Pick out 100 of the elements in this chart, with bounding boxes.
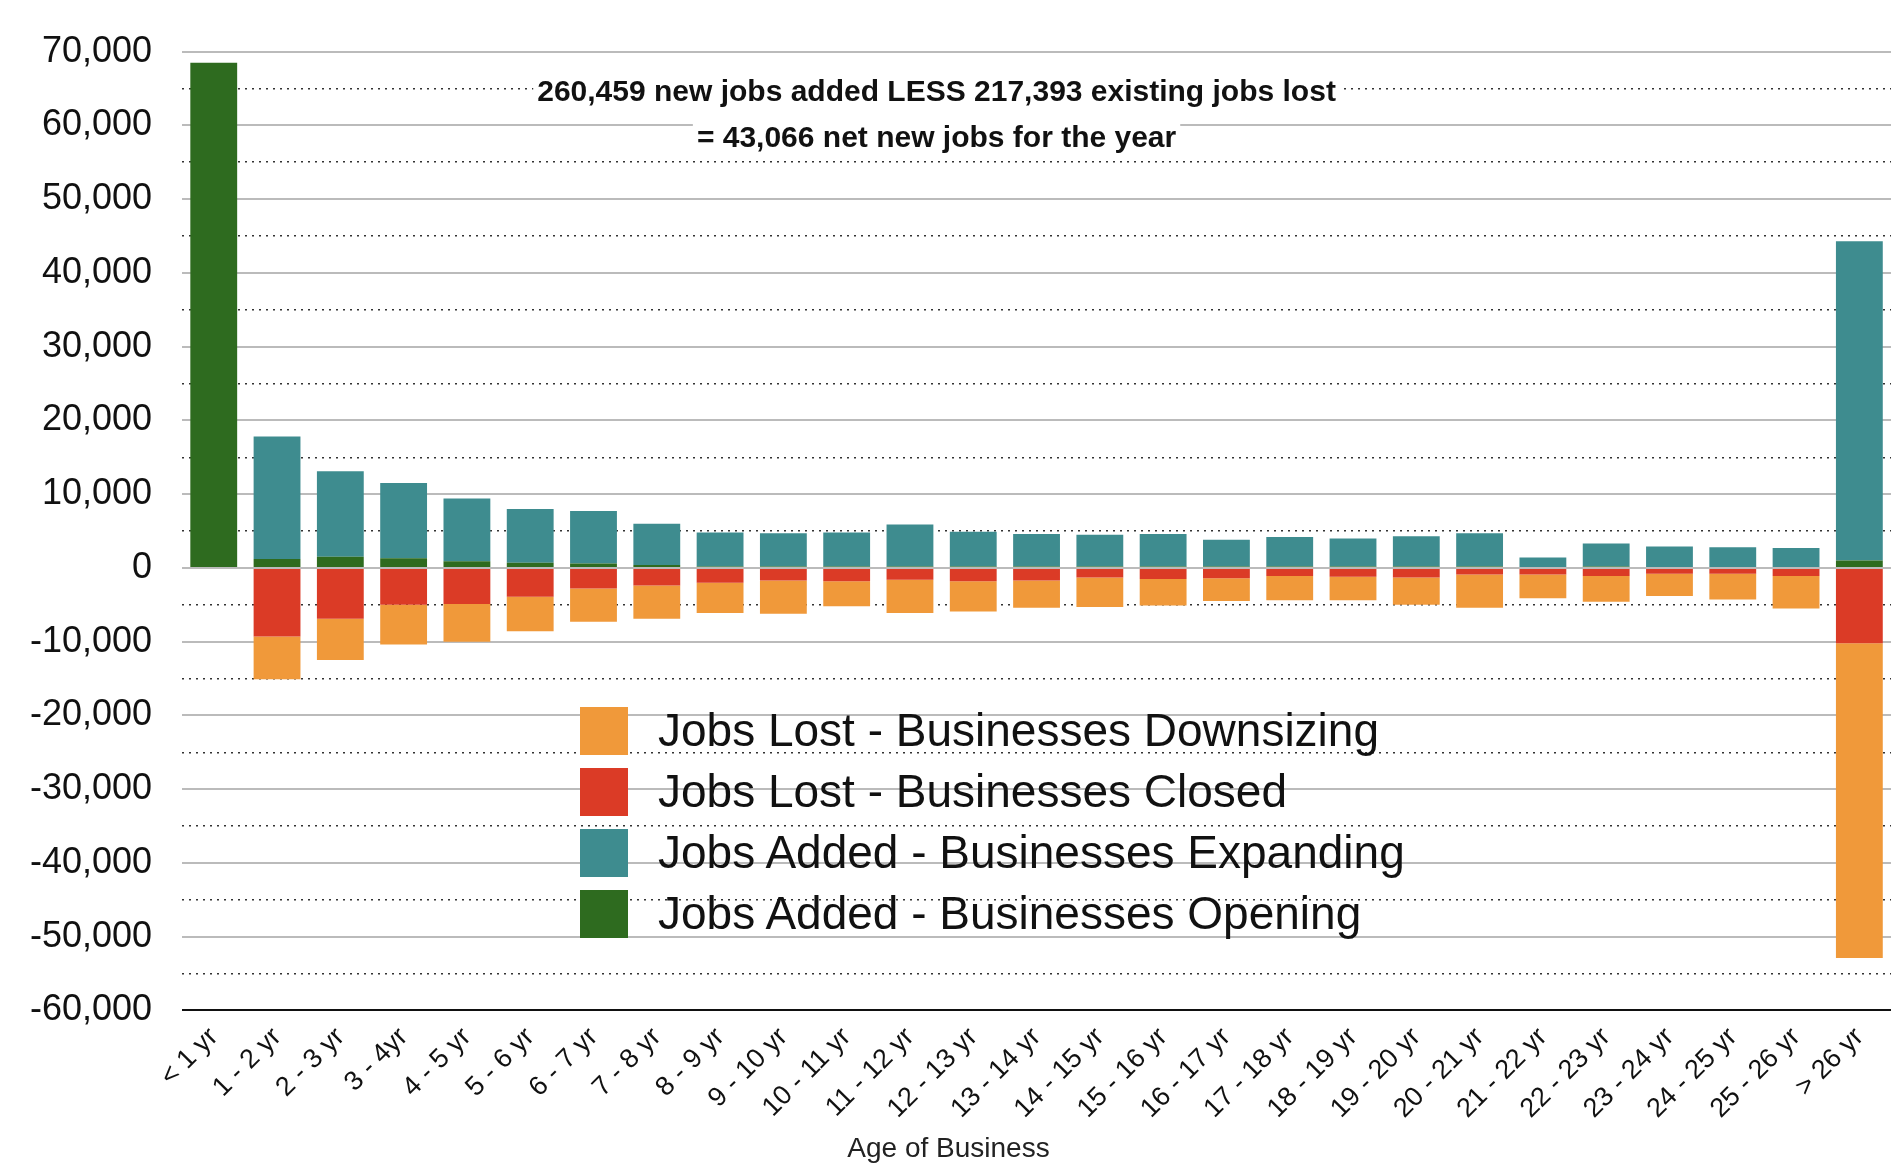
y-tick-label: 30,000 — [41, 323, 153, 365]
annotation: = 43,066 net new jobs for the year — [696, 120, 1177, 154]
bar — [886, 524, 934, 567]
bar — [1456, 568, 1504, 575]
y-tick-label: 0 — [132, 544, 153, 586]
bar — [949, 568, 997, 582]
bar — [253, 568, 301, 637]
bar — [443, 604, 491, 642]
bar — [506, 568, 554, 597]
bar — [823, 581, 871, 607]
bar — [1139, 568, 1187, 579]
bar — [1266, 576, 1314, 601]
bar — [1709, 573, 1757, 600]
bar — [1013, 568, 1060, 581]
bar — [506, 508, 554, 563]
bar — [696, 582, 744, 613]
bar — [1772, 568, 1820, 577]
bar — [253, 436, 301, 560]
bar — [759, 580, 807, 614]
bar — [1709, 568, 1757, 574]
bar — [1076, 568, 1124, 578]
bar — [886, 568, 934, 580]
bar — [1456, 533, 1504, 567]
y-tick-label: 50,000 — [41, 176, 153, 218]
y-tick-label: -10,000 — [29, 618, 153, 660]
bar — [1203, 578, 1250, 602]
bar — [1139, 578, 1187, 606]
bar — [570, 511, 617, 564]
bar — [949, 531, 997, 567]
bar — [1329, 568, 1377, 577]
bar — [380, 558, 428, 567]
y-tick-label: -50,000 — [29, 913, 153, 955]
bar — [316, 556, 364, 567]
legend-label: Jobs Lost - Businesses Downsizing — [658, 703, 1379, 758]
legend-label: Jobs Added - Businesses Expanding — [658, 825, 1405, 880]
bar — [443, 568, 491, 605]
bar — [633, 523, 681, 565]
bar — [316, 568, 364, 619]
bar — [1582, 568, 1630, 577]
bar — [1835, 241, 1883, 561]
bar — [1013, 533, 1060, 567]
bar — [1329, 538, 1377, 567]
bar — [570, 568, 617, 589]
y-tick-label: -20,000 — [29, 692, 153, 734]
bar — [1076, 534, 1124, 567]
bar — [506, 596, 554, 632]
bar — [1456, 574, 1504, 608]
bar — [1013, 580, 1060, 608]
y-tick-label: -40,000 — [29, 839, 153, 881]
bar — [696, 568, 744, 583]
bar — [1646, 573, 1693, 596]
bar — [443, 561, 491, 567]
bar — [1646, 568, 1693, 574]
bar — [1519, 557, 1567, 567]
y-tick-label: -60,000 — [29, 987, 153, 1029]
bar — [190, 62, 238, 567]
bar — [1329, 576, 1377, 601]
x-axis-title: Age of Business — [846, 1132, 1051, 1164]
bar — [1835, 643, 1883, 959]
y-tick-label: 20,000 — [41, 397, 153, 439]
bar — [1203, 568, 1250, 579]
bar — [1772, 547, 1820, 567]
legend-label: Jobs Lost - Businesses Closed — [658, 764, 1287, 819]
bar — [1519, 568, 1567, 575]
bar — [1266, 536, 1314, 567]
y-tick-label: 70,000 — [41, 28, 153, 70]
bar — [570, 563, 617, 567]
bar — [759, 568, 807, 581]
bar — [633, 568, 681, 586]
bar — [1392, 568, 1440, 578]
bar — [696, 532, 744, 567]
bar — [253, 636, 301, 680]
bar — [316, 618, 364, 661]
annotation: 260,459 new jobs added LESS 217,393 existing jobs lost — [537, 74, 1336, 108]
bar — [1582, 543, 1630, 567]
bar — [759, 533, 807, 567]
bar — [1139, 533, 1187, 567]
y-tick-label: -30,000 — [29, 766, 153, 808]
bar — [1392, 577, 1440, 605]
legend-label: Jobs Added - Businesses Opening — [658, 886, 1362, 941]
bar — [570, 588, 617, 622]
bar — [316, 471, 364, 557]
bar — [633, 585, 681, 619]
bar — [253, 559, 301, 567]
bar — [823, 532, 871, 567]
bar — [1392, 536, 1440, 567]
bar — [1835, 568, 1883, 644]
bar — [949, 581, 997, 612]
bar — [1646, 546, 1693, 567]
bar — [443, 498, 491, 562]
bar — [823, 568, 871, 582]
bar — [380, 604, 428, 645]
y-tick-label: 60,000 — [41, 102, 153, 144]
bar — [1076, 577, 1124, 607]
bar — [1519, 574, 1567, 599]
y-tick-label: 40,000 — [41, 249, 153, 291]
bar — [380, 483, 428, 559]
bar — [1772, 576, 1820, 609]
bar — [1582, 576, 1630, 602]
y-tick-label: 10,000 — [41, 471, 153, 513]
